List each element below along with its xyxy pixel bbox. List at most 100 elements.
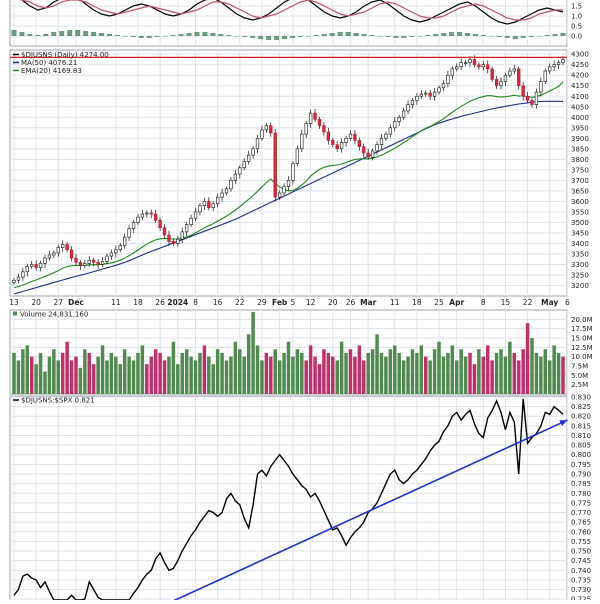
volume-bar [127, 356, 131, 394]
volume-bar [52, 349, 56, 394]
macd-histogram-bar [361, 34, 367, 36]
x-axis-label: 8 [481, 298, 486, 307]
candle-body [105, 255, 109, 262]
macd-histogram-bar [83, 31, 89, 36]
candle-body [127, 228, 131, 238]
volume-bar [353, 356, 357, 394]
volume-bar [300, 352, 304, 394]
ratio-ytick-label: 0.820 [571, 413, 591, 421]
candle-body [490, 68, 494, 80]
candle-body [207, 201, 211, 208]
volume-bar [362, 360, 366, 394]
volume-bar [100, 345, 105, 394]
volume-bar [158, 352, 162, 394]
volume-ytick-label: 10.0M [571, 353, 593, 361]
candle-body [149, 212, 153, 215]
volume-bar [446, 352, 450, 394]
candle-body [69, 249, 74, 259]
candle-body [481, 64, 485, 68]
volume-bar [233, 341, 238, 394]
candle-body [193, 211, 198, 219]
candle-body [247, 154, 251, 162]
volume-bar [189, 356, 193, 394]
candle-body [140, 213, 145, 218]
candle-body [198, 205, 202, 213]
candle-body [43, 257, 47, 264]
candle-body [308, 112, 313, 124]
volume-bar [136, 352, 140, 394]
macd-histogram-bar [99, 33, 105, 36]
candle-body [335, 144, 339, 150]
volume-bar [375, 334, 379, 394]
candle-body [131, 222, 136, 230]
volume-bar [477, 349, 481, 394]
price-ytick-label: 3400 [571, 240, 589, 248]
candle-body [339, 142, 344, 150]
price-candles [12, 55, 565, 285]
macd-histogram-bar [186, 33, 192, 36]
candle-body [441, 83, 446, 89]
volume-bar [344, 352, 348, 394]
volume-bar [459, 349, 463, 394]
candle-body [534, 91, 539, 105]
price-ytick-label: 3350 [571, 250, 589, 258]
volume-bar [114, 356, 118, 394]
price-ytick-label: 3800 [571, 156, 589, 164]
volume-bar [339, 341, 344, 394]
volume-bar [419, 345, 424, 394]
candle-body [123, 236, 127, 246]
candle-body [348, 133, 353, 139]
x-axis-label: 2024 [167, 298, 188, 307]
candle-body [25, 266, 29, 273]
candle-body [158, 220, 162, 228]
volume-bar [60, 352, 65, 394]
x-axis-label: 25 [434, 298, 444, 307]
price-ytick-label: 3500 [571, 219, 589, 227]
candle-body [432, 91, 437, 97]
volume-bar [348, 349, 353, 394]
candle-body [260, 129, 264, 139]
volume-bar [481, 356, 486, 394]
ratio-ytick-label: 0.810 [571, 432, 591, 440]
macd-histogram-bar [488, 36, 494, 37]
candle-body [38, 263, 43, 268]
volume-bar [463, 356, 468, 394]
candle-body [154, 213, 158, 221]
volume-bar [140, 345, 145, 394]
volume-bar [91, 364, 96, 394]
ratio-ytick-label: 0.800 [571, 451, 591, 459]
volume-bar [410, 349, 415, 394]
candle-body [503, 74, 508, 82]
candle-body [282, 186, 286, 194]
candle-body [543, 70, 547, 82]
x-axis-label: 12 [306, 298, 316, 307]
candle-body [56, 247, 60, 254]
macd-histogram-bar [345, 32, 351, 36]
x-axis-label: 15 [501, 298, 511, 307]
volume-bar [16, 360, 21, 394]
price-ytick-label: 3900 [571, 135, 589, 143]
x-axis-label: 26 [346, 298, 356, 307]
price-ytick-label: 3450 [571, 229, 589, 237]
volume-bar [384, 356, 388, 394]
candle-body [344, 138, 348, 143]
volume-bar [326, 352, 331, 394]
volume-bar [118, 364, 122, 394]
volume-bar [180, 352, 184, 394]
volume-bar [145, 364, 149, 394]
candle-body [406, 104, 410, 112]
candle-body [331, 140, 335, 145]
candle-body [216, 196, 220, 204]
volume-bar [255, 345, 260, 394]
macd-histogram-bar [401, 36, 407, 38]
candle-body [322, 125, 326, 133]
macd-histogram-bar [59, 31, 65, 36]
candle-body [508, 70, 512, 76]
macd-histogram-bar [536, 36, 542, 37]
price-ytick-label: 4000 [571, 114, 589, 122]
volume-bar [415, 352, 419, 394]
macd-histogram-bar [266, 36, 272, 40]
x-axis-label: 13 [9, 298, 19, 307]
macd-histogram-bar [43, 34, 49, 36]
